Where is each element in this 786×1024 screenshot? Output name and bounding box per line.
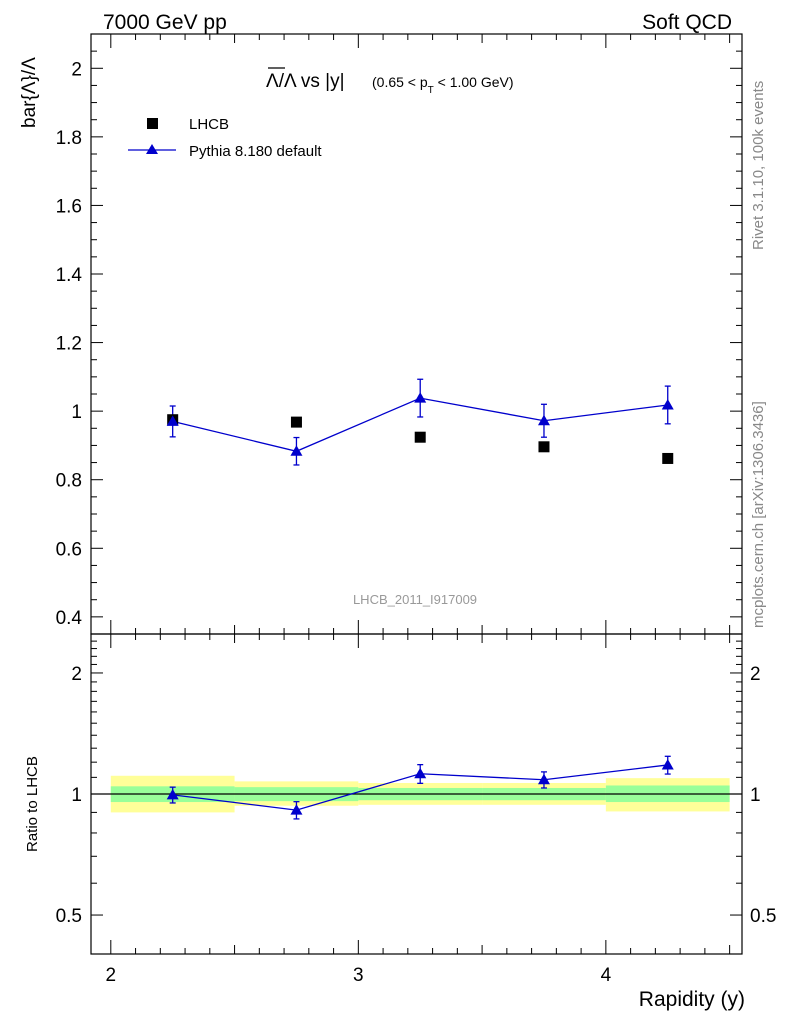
ratio-y-tick-label-left: 2 [71,664,82,685]
lhcb-point [538,441,550,453]
ratio-pythia-point [414,767,427,779]
ratio-pythia-point [166,788,179,800]
y-tick-label: 0.4 [56,608,83,629]
x-tick-label: 4 [601,965,612,986]
main-title: Λ/Λ vs |y| (0.65 < pT < 1.00 GeV) [266,67,514,96]
ratio-pythia-point [661,758,674,770]
lhcb-point [290,416,302,428]
y-tick-label: 0.6 [56,539,82,560]
title-sub: (0.65 < pT < 1.00 GeV) [372,74,514,96]
y-tick-label: 1.8 [56,128,82,149]
header-right: Soft QCD [642,11,732,34]
legend-pythia-label: Pythia 8.180 default [189,143,322,160]
pythia-point [661,398,674,410]
ratio-plot-area: 2 3 4 0.5 0.5 1 1 2 2 [56,633,776,986]
pythia-point [414,392,427,403]
lhcb-point [414,431,426,443]
y-tick-label: 0.8 [56,471,82,492]
ratio-y-tick-label-right: 1 [750,785,761,806]
lhcb-point [662,452,674,464]
title-main: Λ/Λ vs |y| [266,71,345,92]
title-sub-a: (0.65 < p [372,74,428,90]
legend: LHCB Pythia 8.180 default [128,116,322,160]
legend-lhcb-marker [147,118,158,129]
ratio-pythia-point [290,804,303,815]
x-tick-label: 2 [106,965,117,986]
pythia-point [166,415,179,426]
ratio-y-tick-label-right: 0.5 [750,906,776,927]
legend-lhcb-label: LHCB [189,116,229,133]
y-tick-label: 1.2 [56,334,82,355]
ratio-pythia-point [537,773,550,785]
x-tick-label: 3 [353,965,364,986]
y-tick-label: 1.6 [56,196,82,217]
y-tick-label: 1.4 [56,265,83,286]
main-plot-area: 0.4 0.6 0.8 1 1.2 1.4 1.6 1.8 2 [56,33,743,635]
y-tick-label: 1 [71,402,82,423]
pythia-point [290,445,303,456]
analysis-watermark: LHCB_2011_I917009 [353,592,477,607]
title-sub-t: T [428,85,434,96]
y-tick-label: 2 [71,59,82,80]
xlabel: Rapidity (y) [639,988,745,1011]
main-ylabel: bar{Λ}/Λ [19,57,40,128]
ratio-y-tick-label-left: 1 [71,785,82,806]
mcplots-label: mcplots.cern.ch [arXiv:1306.3436] [750,401,767,628]
title-sub-end: < 1.00 GeV) [434,74,514,90]
ratio-y-tick-label-right: 2 [750,664,761,685]
ratio-y-tick-label-left: 0.5 [56,906,82,927]
header-left: 7000 GeV pp [103,11,227,34]
ratio-ylabel: Ratio to LHCB [24,756,41,852]
legend-pythia-marker [146,144,158,154]
rivet-label: Rivet 3.1.10, 100k events [750,81,767,250]
pythia-point [537,414,550,426]
